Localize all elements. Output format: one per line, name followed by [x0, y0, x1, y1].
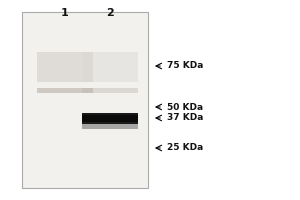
Bar	[37, 52, 93, 82]
Bar	[82, 52, 138, 82]
Bar	[82, 113, 138, 124]
Text: 37 KDa: 37 KDa	[167, 114, 203, 122]
Bar	[82, 88, 138, 93]
Text: 1: 1	[61, 8, 69, 18]
Text: 25 KDa: 25 KDa	[167, 144, 203, 152]
Bar	[37, 88, 93, 93]
Bar	[82, 124, 138, 129]
Bar	[82, 115, 138, 122]
Text: 2: 2	[106, 8, 114, 18]
Text: 50 KDa: 50 KDa	[167, 102, 203, 112]
Bar	[22, 12, 148, 188]
Text: 75 KDa: 75 KDa	[167, 62, 203, 71]
